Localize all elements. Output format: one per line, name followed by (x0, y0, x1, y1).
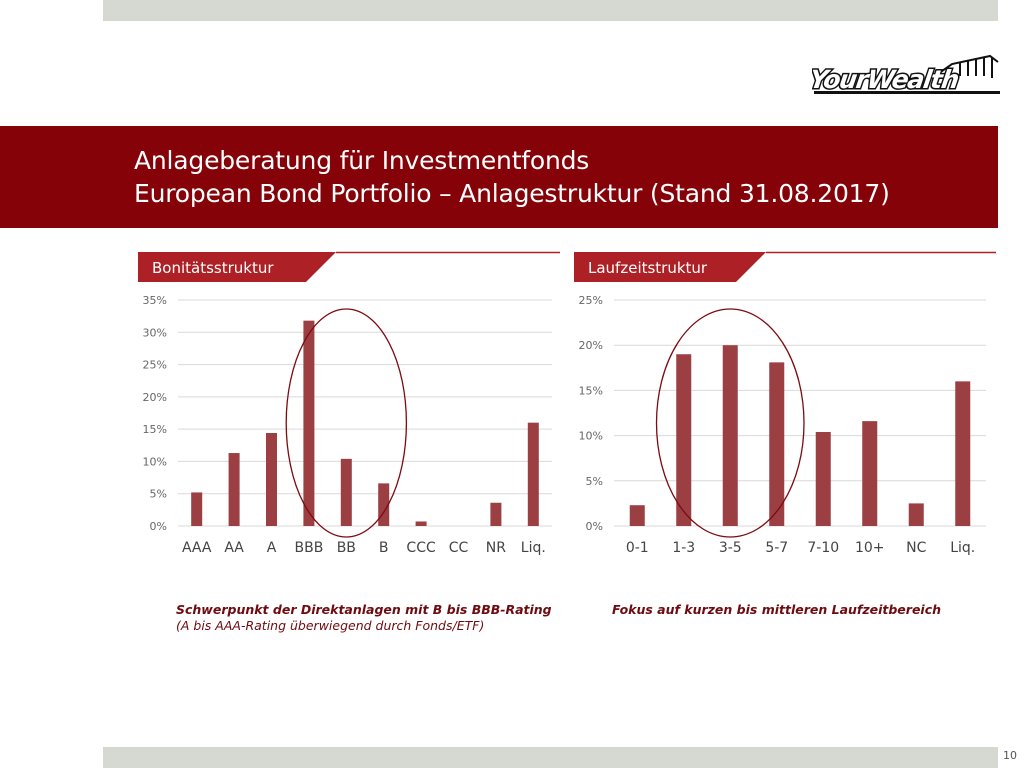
bar-1-3 (676, 354, 692, 526)
bar-5-7 (769, 362, 785, 526)
y-tick-label: 20% (143, 391, 167, 404)
bonitaetsstruktur-chart: Bonitätsstruktur 0%5%10%15%20%25%30%35% … (138, 251, 560, 556)
highlight-ellipse (285, 308, 408, 538)
x-tick-label: A (267, 540, 277, 556)
chart-title-tab (574, 252, 766, 282)
gridlines (178, 299, 552, 527)
bar-B (378, 483, 390, 526)
y-tick-label: 15% (579, 384, 603, 397)
bar-AAA (191, 492, 203, 526)
gridlines (614, 299, 986, 527)
x-tick-label: 1-3 (672, 540, 695, 556)
left-caption-line2: (A bis AAA-Rating überwiegend durch Fond… (176, 618, 485, 633)
x-tick-label: AAA (182, 540, 212, 556)
x-axis-labels: AAA AA A BBB BB B CCC CC NR Liq. (182, 540, 546, 556)
bar-A (266, 433, 277, 526)
x-tick-label: CC (449, 540, 469, 556)
y-tick-label: 10% (143, 455, 167, 468)
bar-Liq. (527, 422, 539, 526)
y-axis-labels: 0% 5% 10% 15% 20% 25% 30% 35% (143, 294, 167, 533)
x-tick-label: NC (906, 540, 926, 556)
highlight-overlay (285, 308, 408, 538)
x-axis-labels: 0-1 1-3 3-5 5-7 7-10 10+ NC Liq. (626, 540, 975, 556)
bar-10+ (862, 421, 878, 526)
y-tick-label: 5% (586, 475, 603, 488)
top-decor-bar (103, 0, 998, 21)
y-tick-label: 20% (579, 339, 603, 352)
x-tick-label: BB (337, 540, 356, 556)
y-tick-label: 25% (579, 294, 603, 307)
bar-7-10 (815, 431, 831, 526)
bar-CCC (415, 521, 427, 526)
bars (191, 320, 539, 526)
y-tick-label: 0% (586, 520, 603, 533)
chart-header: Bonitätsstruktur (138, 251, 560, 282)
bar-NC (908, 503, 924, 526)
bar-AA (228, 453, 240, 526)
page-number: 10 (1003, 749, 1017, 762)
x-tick-label: AA (224, 540, 244, 556)
bar-BB (340, 458, 352, 526)
x-tick-label: BBB (294, 540, 323, 556)
y-axis-labels: 0% 5% 10% 15% 20% 25% (579, 294, 603, 533)
highlight-ellipse (655, 308, 805, 538)
logo-text: YourWealth (812, 65, 960, 94)
y-tick-label: 30% (143, 326, 167, 339)
x-tick-label: Liq. (521, 540, 546, 556)
bar-3-5 (722, 345, 738, 526)
bar-BBB (303, 320, 315, 526)
title-band: Anlageberatung für Investmentfonds Europ… (0, 126, 998, 228)
chart-title: Laufzeitstruktur (588, 259, 708, 277)
y-tick-label: 25% (143, 359, 167, 372)
logo-building-icon (931, 54, 999, 79)
left-caption: Schwerpunkt der Direktanlagen mit B bis … (176, 602, 552, 634)
chart-title: Bonitätsstruktur (152, 259, 274, 277)
y-tick-label: 15% (143, 423, 167, 436)
x-tick-label: Liq. (950, 540, 975, 556)
y-tick-label: 10% (579, 430, 603, 443)
x-tick-label: 7-10 (807, 540, 839, 556)
x-tick-label: CCC (406, 540, 436, 556)
yourwealth-logo: YourWealth (812, 54, 1000, 95)
x-tick-label: 3-5 (719, 540, 742, 556)
x-tick-label: 5-7 (765, 540, 788, 556)
x-tick-label: 10+ (855, 540, 885, 556)
y-tick-label: 35% (143, 294, 167, 307)
slide-title-line1: Anlageberatung für Investmentfonds (134, 146, 590, 175)
y-tick-label: 0% (150, 520, 167, 533)
bottom-decor-bar (103, 747, 998, 768)
x-tick-label: 0-1 (626, 540, 649, 556)
chart-title-tab (138, 252, 336, 282)
right-caption: Fokus auf kurzen bis mittleren Laufzeitb… (612, 602, 941, 618)
left-caption-line1: Schwerpunkt der Direktanlagen mit B bis … (176, 602, 552, 617)
slide-title-line2: European Bond Portfolio – Anlagestruktur… (134, 179, 890, 208)
bar-0-1 (629, 505, 645, 526)
bar-Liq. (955, 381, 971, 526)
x-tick-label: NR (486, 540, 506, 556)
x-tick-label: B (379, 540, 389, 556)
right-caption-line1: Fokus auf kurzen bis mittleren Laufzeitb… (612, 602, 942, 617)
highlight-overlay (655, 308, 805, 538)
bar-NR (490, 502, 502, 526)
bars (629, 345, 971, 526)
laufzeitstruktur-chart: Laufzeitstruktur 0% 5% 10% 15% 20% 25% 0-1 1-3… (574, 251, 996, 556)
chart-header: Laufzeitstruktur (574, 251, 996, 282)
y-tick-label: 5% (150, 488, 167, 501)
